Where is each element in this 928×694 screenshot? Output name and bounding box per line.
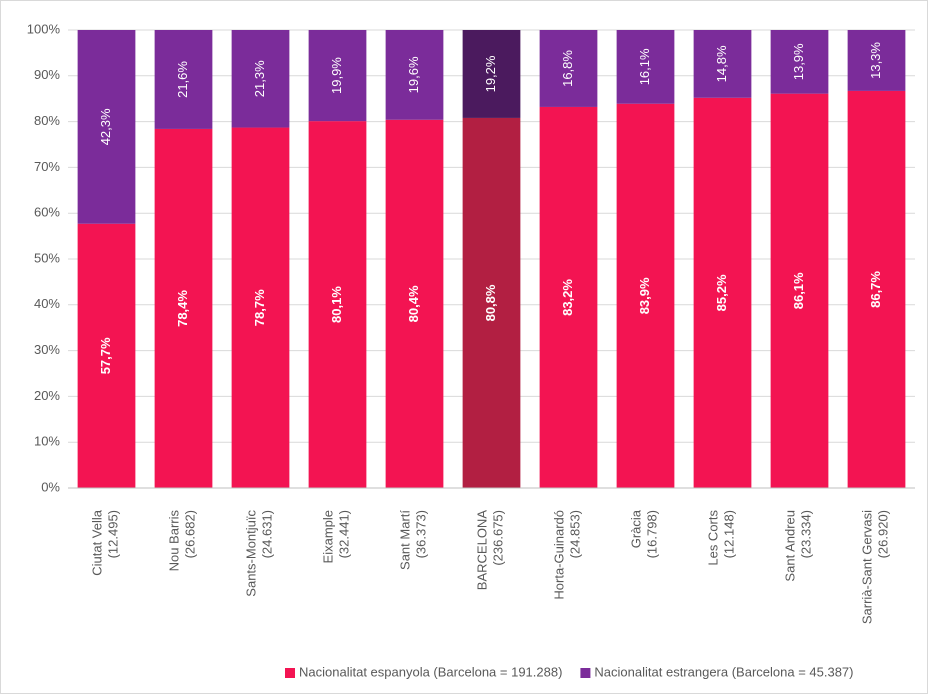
bar-segment xyxy=(385,119,444,488)
bar-segment xyxy=(231,127,290,488)
value-label: 16,8% xyxy=(560,50,575,87)
value-label: 42,3% xyxy=(98,108,113,145)
x-tick-label: Eixample(32.441) xyxy=(321,510,352,563)
bar-segment xyxy=(462,117,521,488)
x-tick-label: Les Corts(12.148) xyxy=(706,510,737,566)
value-label: 86,7% xyxy=(868,271,883,308)
value-label: 78,7% xyxy=(252,289,267,326)
bar-segment xyxy=(693,97,752,488)
value-label: 19,2% xyxy=(483,55,498,92)
bar-segment xyxy=(770,30,829,94)
bar-segment xyxy=(154,128,213,489)
value-label: 83,2% xyxy=(560,279,575,316)
bar-segment xyxy=(847,90,906,488)
legend-label: Nacionalitat estrangera (Barcelona = 45.… xyxy=(594,664,853,679)
y-tick-label: 30% xyxy=(34,342,60,357)
x-tick-label: BARCELONA(236.675) xyxy=(475,510,506,591)
y-tick-label: 60% xyxy=(34,205,60,220)
y-tick-label: 100% xyxy=(27,21,61,36)
x-tick-label: Horta-Guinardó(24.853) xyxy=(552,510,583,600)
x-tick-label: Nou Barris(26.682) xyxy=(167,510,198,572)
bar-segment xyxy=(308,30,367,122)
x-tick-label: Ciutat Vella(12.495) xyxy=(90,509,121,576)
bar-segment xyxy=(770,93,829,489)
value-label: 21,3% xyxy=(252,60,267,97)
value-label: 57,7% xyxy=(98,337,113,374)
bar-segment xyxy=(693,30,752,98)
bar-segment xyxy=(616,103,675,488)
bar-segment xyxy=(154,30,213,129)
x-tick-label: Sant Martí(36.373) xyxy=(398,510,429,570)
value-label: 86,1% xyxy=(791,272,806,309)
legend-label: Nacionalitat espanyola (Barcelona = 191.… xyxy=(299,664,562,679)
value-label: 80,1% xyxy=(329,286,344,323)
x-tick-label: Sants-Montjuïc(24.631) xyxy=(244,510,275,597)
bar-segment xyxy=(308,121,367,488)
value-label: 83,9% xyxy=(637,277,652,314)
bar-segment xyxy=(616,30,675,104)
bar-segment xyxy=(385,30,444,120)
y-tick-label: 70% xyxy=(34,159,60,174)
y-tick-label: 80% xyxy=(34,113,60,128)
value-label: 85,2% xyxy=(714,274,729,311)
bar-segment xyxy=(77,30,136,224)
bar-segment xyxy=(231,30,290,128)
y-tick-label: 20% xyxy=(34,388,60,403)
legend-swatch xyxy=(285,668,295,678)
bar-segment xyxy=(77,223,136,488)
bar-segment xyxy=(847,30,906,91)
value-label: 80,4% xyxy=(406,285,421,322)
value-label: 16,1% xyxy=(637,48,652,85)
y-tick-label: 0% xyxy=(41,479,60,494)
y-tick-label: 90% xyxy=(34,67,60,82)
x-tick-label: Gràcia(16.798) xyxy=(629,509,660,558)
value-label: 78,4% xyxy=(175,290,190,327)
bar-segment xyxy=(539,30,598,107)
value-label: 80,8% xyxy=(483,284,498,321)
value-label: 19,6% xyxy=(406,56,421,93)
y-tick-label: 50% xyxy=(34,250,60,265)
x-tick-label: Sarrià-Sant Gervasi(26.920) xyxy=(860,510,891,624)
y-tick-label: 40% xyxy=(34,296,60,311)
value-label: 13,9% xyxy=(791,43,806,80)
value-label: 19,9% xyxy=(329,57,344,94)
legend-swatch xyxy=(580,668,591,678)
bar-segment xyxy=(462,30,521,118)
value-label: 13,3% xyxy=(868,42,883,79)
value-label: 21,6% xyxy=(175,61,190,98)
value-label: 14,8% xyxy=(714,45,729,82)
x-tick-label: Sant Andreu(23.334) xyxy=(783,510,814,582)
bar-segment xyxy=(539,106,598,488)
y-tick-label: 10% xyxy=(34,434,60,449)
